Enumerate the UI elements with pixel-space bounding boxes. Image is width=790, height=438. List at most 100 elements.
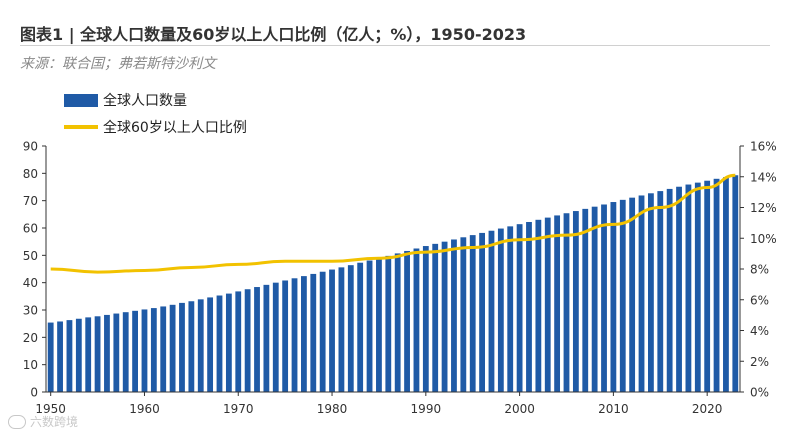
population-bar <box>591 206 598 392</box>
population-bar <box>713 178 720 392</box>
legend-item-population: 全球人口数量 <box>64 90 187 110</box>
y-right-tick-label: 6% <box>750 293 769 307</box>
population-bar <box>282 280 289 392</box>
population-bar <box>207 297 214 392</box>
population-bar <box>376 258 382 392</box>
population-bar <box>601 204 607 392</box>
population-bar <box>254 287 260 392</box>
population-bar <box>310 273 317 392</box>
population-bar <box>57 321 63 392</box>
population-bar <box>497 228 504 392</box>
population-bar <box>657 191 664 392</box>
population-bar <box>488 230 495 392</box>
population-bar <box>225 293 232 392</box>
population-bar <box>413 248 420 392</box>
population-bar <box>385 255 392 392</box>
population-bar <box>197 299 204 392</box>
y-right-tick-label: 4% <box>750 324 769 338</box>
population-bar <box>188 301 195 392</box>
population-bar <box>469 235 476 392</box>
population-bar <box>516 224 523 392</box>
y-left-tick-label: 80 <box>23 167 38 181</box>
population-bar <box>301 276 307 392</box>
population-bar <box>47 322 54 392</box>
y-right-tick-label: 14% <box>750 170 777 184</box>
population-bar <box>132 310 138 392</box>
population-bar <box>723 177 729 392</box>
population-bar <box>572 211 579 392</box>
x-tick-label: 2010 <box>598 402 629 416</box>
y-right-tick-label: 0% <box>750 386 769 400</box>
x-tick-label: 2000 <box>504 402 535 416</box>
population-bar <box>544 217 551 392</box>
chart-title: 图表1 | 全球人口数量及60岁以上人口比例（亿人；%），1950-2023 <box>20 25 527 44</box>
population-bar <box>582 208 589 392</box>
x-tick-label: 1990 <box>411 402 442 416</box>
population-bar <box>422 246 429 392</box>
watermark-text: 六数跨境 <box>30 415 79 429</box>
population-bar <box>451 239 457 392</box>
y-left-tick-label: 30 <box>23 304 38 318</box>
y-right-tick-label: 16% <box>750 140 777 154</box>
legend-label-population: 全球人口数量 <box>103 93 187 109</box>
population-bar <box>676 186 682 392</box>
population-bar <box>432 243 439 392</box>
population-bar <box>685 184 692 392</box>
population-bar <box>441 241 448 392</box>
y-right-tick-label: 12% <box>750 201 777 215</box>
population-bar <box>235 291 242 392</box>
population-bar <box>629 197 636 392</box>
x-tick-label: 2020 <box>692 402 723 416</box>
population-bar <box>610 202 617 392</box>
population-bar <box>263 284 270 392</box>
title-divider <box>20 45 770 46</box>
y-left-tick-label: 0 <box>30 386 38 400</box>
population-bar <box>94 316 101 392</box>
population-bar <box>404 250 410 392</box>
y-left-tick-label: 90 <box>23 140 38 154</box>
population-bar <box>272 282 279 392</box>
population-bar <box>338 267 345 392</box>
y-left-tick-label: 40 <box>23 276 38 290</box>
population-bar <box>394 253 401 392</box>
chart-source: 来源：联合国；弗若斯特沙利文 <box>20 56 216 72</box>
population-bar <box>104 314 110 392</box>
population-bar <box>526 221 532 392</box>
population-bar <box>160 306 167 392</box>
watermark: 六数跨境 <box>8 413 78 430</box>
y-left-tick-label: 60 <box>23 222 38 236</box>
y-right-tick-label: 2% <box>750 355 769 369</box>
population-bar <box>507 226 514 392</box>
population-bar <box>638 195 645 392</box>
population-bar <box>704 180 711 392</box>
population-bar <box>244 289 251 392</box>
population-bar <box>366 260 373 392</box>
population-bar <box>66 320 73 392</box>
population-bar <box>357 262 364 392</box>
population-bar <box>619 199 626 392</box>
population-bar <box>329 269 335 392</box>
population-bar <box>150 308 157 392</box>
x-tick-label: 1960 <box>129 402 160 416</box>
x-tick-label: 1950 <box>35 402 66 416</box>
population-bar <box>347 265 354 392</box>
x-tick-label: 1970 <box>223 402 254 416</box>
y-left-tick-label: 70 <box>23 194 38 208</box>
legend-item-elderly-ratio: 全球60岁以上人口比例 <box>64 117 247 137</box>
population-bar <box>75 318 82 392</box>
y-right-tick-label: 10% <box>750 232 777 246</box>
population-bar <box>85 317 92 392</box>
legend-bar-swatch <box>64 93 98 107</box>
population-bar <box>554 215 561 392</box>
population-bar <box>666 188 673 392</box>
population-bar <box>479 232 485 392</box>
population-bar <box>563 213 570 392</box>
watermark-logo-icon <box>8 414 26 429</box>
population-bar <box>291 278 298 392</box>
y-left-tick-label: 50 <box>23 249 38 263</box>
population-bar <box>113 313 120 392</box>
legend-line-swatch <box>64 125 98 129</box>
population-bar <box>216 295 223 392</box>
x-tick-label: 1980 <box>317 402 348 416</box>
